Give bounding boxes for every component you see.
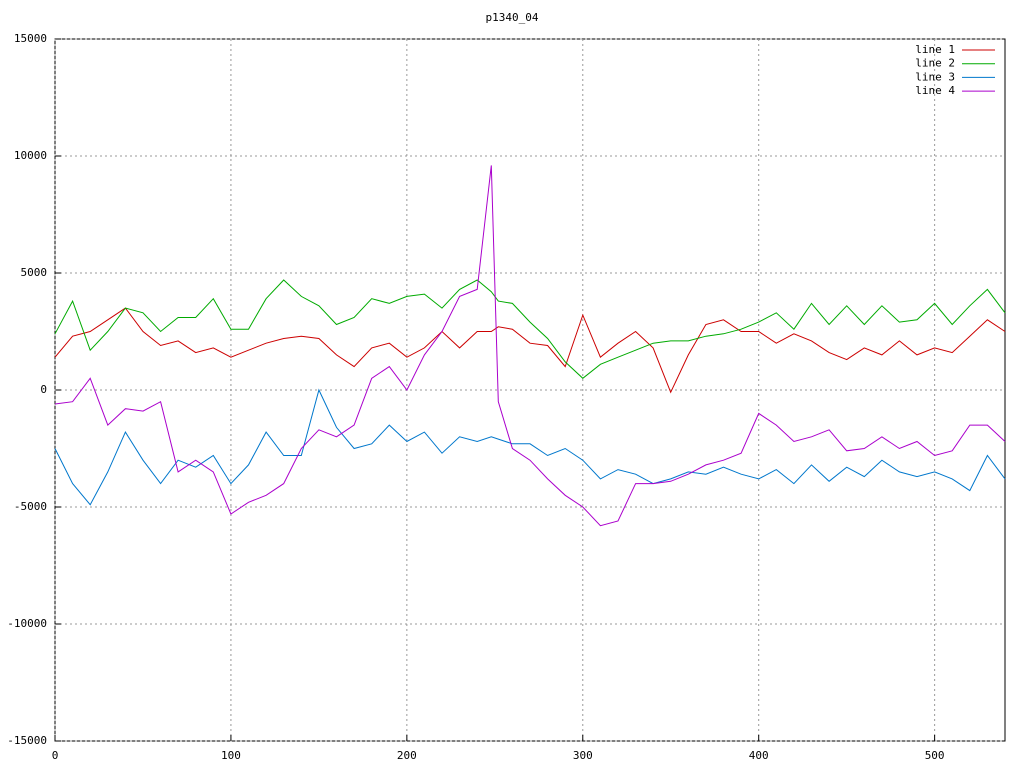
y-tick-label: 5000 — [21, 266, 48, 279]
chart-title: p1340_04 — [486, 11, 539, 24]
x-tick-label: 200 — [397, 749, 417, 762]
y-tick-label: -5000 — [14, 500, 47, 513]
x-tick-label: 300 — [573, 749, 593, 762]
legend-label: line 1 — [915, 43, 955, 56]
y-tick-label: 15000 — [14, 32, 47, 45]
legend-label: line 2 — [915, 57, 955, 70]
legend-label: line 4 — [915, 84, 955, 97]
x-tick-label: 400 — [749, 749, 769, 762]
x-tick-label: 0 — [52, 749, 59, 762]
y-tick-label: -10000 — [7, 617, 47, 630]
y-tick-label: -15000 — [7, 734, 47, 747]
line-series — [54, 165, 1006, 527]
y-tick-label: 10000 — [14, 149, 47, 162]
x-tick-label: 500 — [925, 749, 945, 762]
legend-label: line 3 — [915, 70, 955, 83]
line-series — [54, 307, 1006, 394]
y-tick-label: 0 — [40, 383, 47, 396]
line-series — [54, 279, 1006, 379]
x-tick-label: 100 — [221, 749, 241, 762]
line-series — [54, 388, 1006, 506]
